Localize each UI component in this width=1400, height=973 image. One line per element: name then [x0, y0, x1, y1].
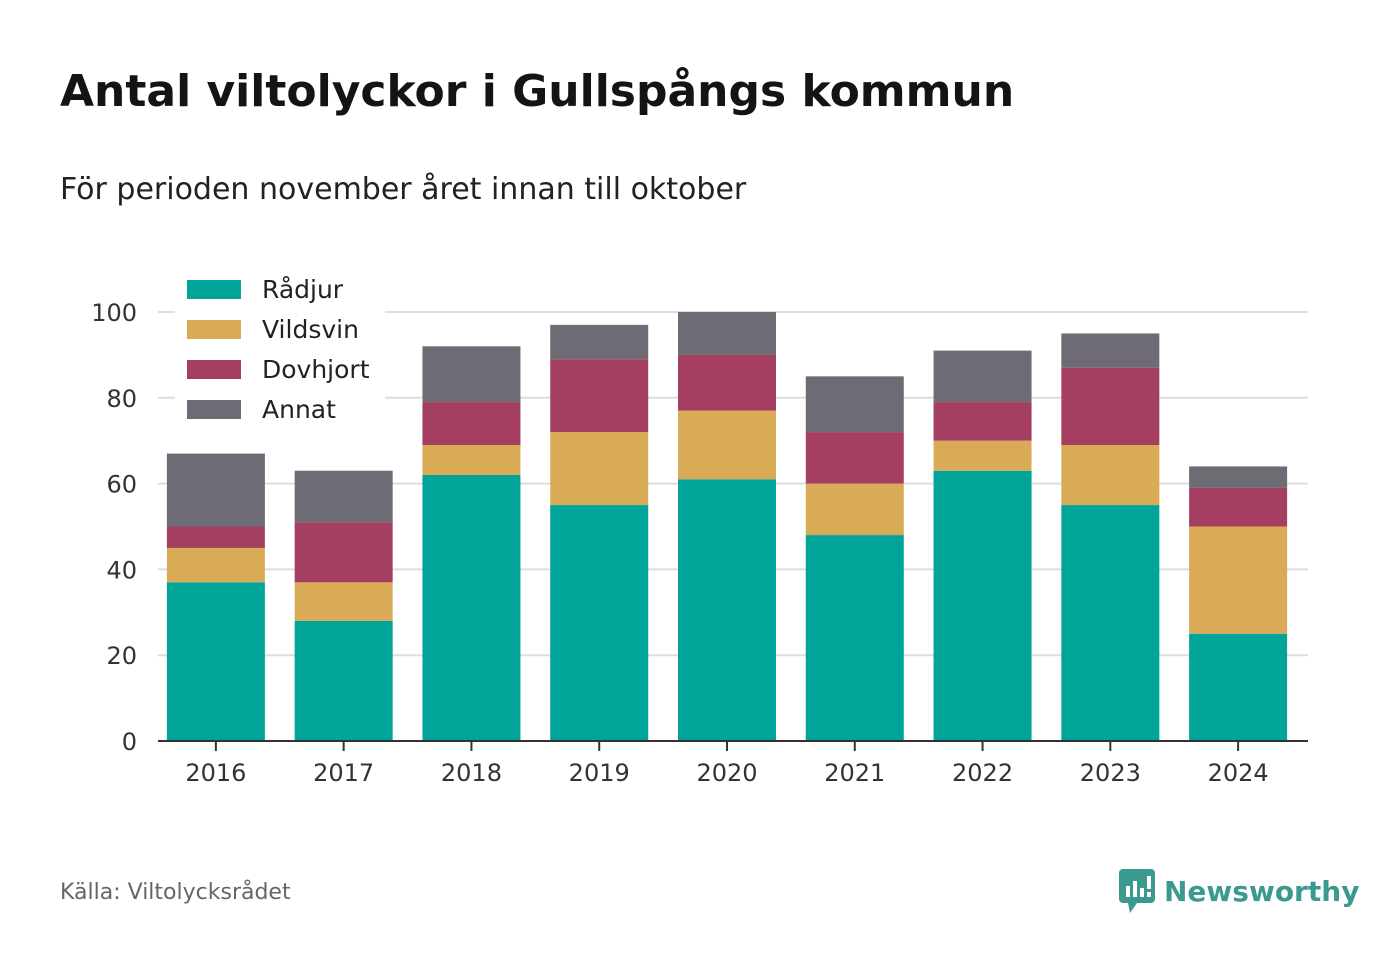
y-tick-label: 40	[106, 556, 137, 584]
bar-dovhjort-2022	[933, 402, 1032, 441]
bar-dovhjort-2021	[805, 432, 904, 484]
bar-dovhjort-2020	[678, 354, 776, 411]
y-tick-label: 0	[122, 728, 137, 756]
newsworthy-logo[interactable]: Newsworthy	[1118, 868, 1359, 914]
x-tick-label: 2022	[952, 759, 1013, 787]
bar-vildsvin-2020	[678, 410, 776, 480]
bar-annat-2016	[166, 453, 265, 527]
bar-dovhjort-2024	[1189, 487, 1288, 527]
y-tick-label: 100	[91, 299, 137, 327]
bar-rådjur-2019	[550, 505, 649, 741]
x-tick-label: 2019	[569, 759, 630, 787]
bar-vildsvin-2019	[550, 432, 649, 506]
bar-rådjur-2018	[422, 475, 521, 741]
bar-rådjur-2017	[294, 620, 393, 741]
legend-label-annat: Annat	[262, 395, 336, 424]
legend-swatch-annat	[187, 400, 241, 419]
legend-label-vildsvin: Vildsvin	[262, 315, 359, 344]
bar-annat-2018	[422, 346, 521, 403]
bar-annat-2019	[550, 324, 649, 360]
bar-rådjur-2021	[805, 535, 904, 741]
bar-vildsvin-2016	[166, 547, 265, 583]
bar-rådjur-2023	[1061, 505, 1160, 741]
x-tick-label: 2018	[441, 759, 502, 787]
bar-dovhjort-2016	[166, 526, 265, 548]
bar-dovhjort-2017	[294, 522, 393, 583]
bar-dovhjort-2018	[422, 402, 521, 445]
bar-rådjur-2016	[166, 582, 265, 741]
bar-vildsvin-2018	[422, 444, 521, 476]
x-tick-label: 2023	[1080, 759, 1141, 787]
bar-annat-2024	[1189, 466, 1288, 488]
bar-vildsvin-2024	[1189, 526, 1288, 634]
chart-title: Antal viltolyckor i Gullspångs kommun	[60, 66, 1015, 117]
bar-annat-2017	[294, 470, 393, 523]
legend-swatch-rådjur	[187, 280, 241, 299]
x-tick-label: 2024	[1208, 759, 1269, 787]
bar-rådjur-2024	[1189, 633, 1288, 741]
bar-vildsvin-2022	[933, 440, 1032, 471]
bar-rådjur-2022	[933, 470, 1032, 741]
x-tick-label: 2017	[313, 759, 374, 787]
y-tick-label: 80	[106, 385, 137, 413]
bar-vildsvin-2017	[294, 582, 393, 621]
x-tick-label: 2021	[824, 759, 885, 787]
legend-label-rådjur: Rådjur	[262, 275, 344, 304]
x-tick-label: 2016	[185, 759, 246, 787]
x-tick-label: 2020	[696, 759, 757, 787]
bar-annat-2020	[678, 312, 776, 355]
bar-annat-2022	[933, 350, 1032, 403]
bar-dovhjort-2023	[1061, 367, 1160, 445]
newsworthy-chart-icon	[1119, 869, 1155, 913]
legend-swatch-vildsvin	[187, 320, 241, 339]
chart-subtitle: För perioden november året innan till ok…	[60, 172, 747, 207]
bar-rådjur-2020	[678, 479, 776, 741]
bar-vildsvin-2023	[1061, 444, 1160, 506]
y-tick-label: 60	[106, 471, 137, 499]
brand-name: Newsworthy	[1164, 874, 1360, 908]
source-note: Källa: Viltolycksrådet	[60, 880, 291, 905]
y-tick-label: 20	[106, 642, 137, 670]
bar-vildsvin-2021	[805, 483, 904, 536]
bar-annat-2023	[1061, 333, 1160, 368]
legend-swatch-dovhjort	[187, 360, 241, 379]
bar-dovhjort-2019	[550, 359, 649, 433]
legend-label-dovhjort: Dovhjort	[262, 355, 370, 384]
bar-annat-2021	[805, 376, 904, 433]
